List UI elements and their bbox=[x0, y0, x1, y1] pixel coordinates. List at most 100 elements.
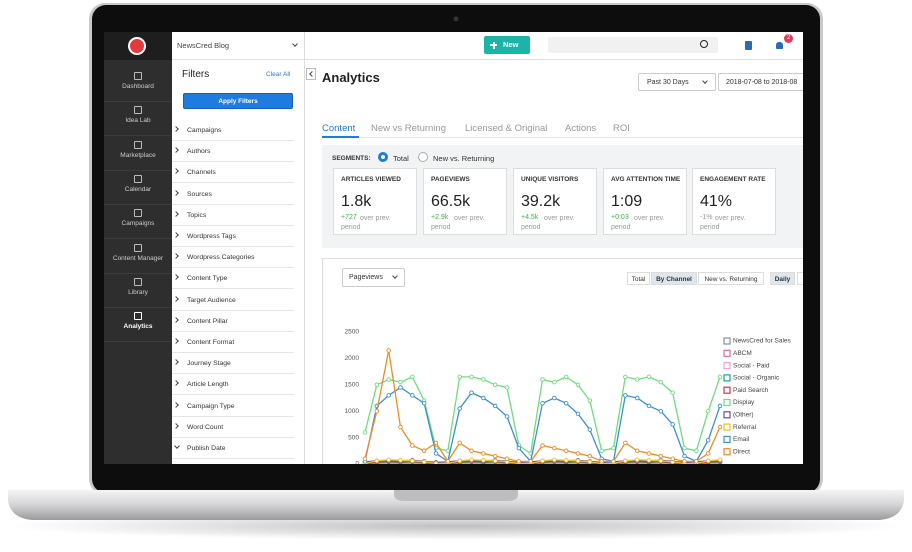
y-tick-label: 2500 bbox=[345, 329, 360, 336]
nav-item[interactable]: Analytics bbox=[104, 308, 172, 343]
nav-label: Library bbox=[128, 288, 148, 296]
filter-item[interactable]: Wordpress Categories bbox=[172, 247, 294, 269]
nav-item[interactable]: Idea Lab bbox=[104, 102, 172, 137]
metric-label: ARTICLES VIEWED bbox=[341, 176, 401, 183]
point bbox=[457, 440, 462, 446]
point bbox=[705, 458, 711, 464]
tab[interactable]: ROI bbox=[613, 123, 630, 134]
radio[interactable] bbox=[418, 152, 428, 162]
tab[interactable]: Licensed & Original bbox=[465, 123, 548, 134]
metric-card: ENGAGEMENT RATE 41% -1% over prev. period bbox=[692, 168, 776, 235]
legend-label: Direct bbox=[733, 448, 750, 455]
point bbox=[457, 374, 462, 380]
legend-swatch bbox=[723, 423, 731, 431]
point bbox=[646, 374, 652, 380]
filter-item[interactable]: Topics bbox=[172, 205, 294, 226]
tab[interactable]: Actions bbox=[565, 123, 597, 134]
new-button[interactable]: New bbox=[484, 36, 530, 54]
apply-button[interactable]: Apply Filters bbox=[183, 93, 293, 109]
tab[interactable]: Content bbox=[322, 123, 356, 134]
point bbox=[469, 457, 474, 463]
filter-item[interactable]: Campaign Type bbox=[172, 396, 294, 417]
nav-icon bbox=[134, 209, 142, 218]
point bbox=[362, 430, 368, 435]
nav-label: Idea Lab bbox=[125, 117, 151, 125]
filter-item[interactable]: Content Type bbox=[172, 268, 294, 290]
legend-label: Paid Search bbox=[733, 387, 769, 394]
new-label: New bbox=[503, 40, 519, 49]
y-tick-label: 1000 bbox=[345, 408, 360, 415]
point bbox=[481, 377, 486, 382]
nav-item[interactable]: Dashboard bbox=[104, 68, 172, 102]
nav-item[interactable]: Marketplace bbox=[104, 137, 172, 171]
filter-item[interactable]: Channels bbox=[172, 162, 294, 184]
collapse[interactable] bbox=[306, 68, 316, 80]
range-select[interactable]: Past 30 Days bbox=[638, 73, 716, 91]
bell-icon[interactable] bbox=[776, 42, 783, 49]
book-icon[interactable] bbox=[745, 41, 752, 50]
metric-note: over prev. period bbox=[611, 215, 665, 231]
view-toggle[interactable]: Total bbox=[627, 272, 650, 285]
point bbox=[575, 382, 581, 388]
filter-item[interactable]: Sources bbox=[172, 184, 294, 205]
nav-icon bbox=[134, 140, 142, 149]
filter-item[interactable]: Publish Date bbox=[172, 438, 294, 459]
point bbox=[421, 459, 427, 464]
chevron bbox=[173, 253, 179, 260]
nav-item[interactable]: Calendar bbox=[104, 171, 172, 205]
view-toggle[interactable]: New vs. Returning bbox=[698, 272, 764, 285]
point bbox=[670, 422, 675, 427]
point bbox=[634, 395, 640, 401]
point bbox=[658, 453, 664, 459]
nav-item[interactable]: Content Manager bbox=[104, 240, 172, 274]
point bbox=[481, 395, 486, 401]
camera bbox=[453, 16, 459, 22]
chevron bbox=[173, 422, 179, 429]
date-label: 2018-07-08 to 2018-08 bbox=[726, 79, 798, 86]
clear-all[interactable]: Clear All bbox=[266, 71, 291, 78]
legend-swatch bbox=[723, 349, 731, 357]
metric-select[interactable]: Pageviews bbox=[342, 268, 405, 287]
view-label: By Channel bbox=[656, 276, 692, 283]
filter-item[interactable]: Target Audience bbox=[172, 290, 294, 311]
legend-swatch bbox=[723, 398, 731, 407]
chevron bbox=[173, 232, 179, 238]
nav-icon bbox=[134, 277, 142, 286]
tab[interactable]: New vs Returning bbox=[371, 123, 446, 134]
filter-item[interactable]: Article Length bbox=[172, 374, 294, 396]
filter-item[interactable]: Word Count bbox=[172, 417, 294, 438]
point bbox=[469, 390, 474, 395]
point bbox=[634, 448, 640, 454]
chevron bbox=[173, 147, 179, 154]
filter-item[interactable]: Content Pillar bbox=[172, 311, 294, 332]
metric-label: AVG ATTENTION TIME bbox=[611, 176, 681, 183]
metric-value: 39.2k bbox=[521, 193, 561, 210]
point bbox=[398, 385, 403, 390]
segment-option: New vs. Returning bbox=[433, 154, 495, 163]
legend-label: Display bbox=[733, 399, 755, 406]
point bbox=[410, 393, 415, 398]
interval-toggle[interactable]: Daily bbox=[770, 272, 795, 285]
search-box[interactable] bbox=[548, 37, 718, 53]
interval-toggle[interactable]: W bbox=[797, 272, 803, 285]
workspace[interactable]: NewsCred Blog bbox=[177, 41, 230, 50]
chevron bbox=[173, 401, 179, 408]
filter-item[interactable]: Content Format bbox=[172, 332, 294, 353]
nav-item[interactable]: Campaigns bbox=[104, 205, 172, 240]
point bbox=[563, 458, 569, 463]
tabs-line bbox=[322, 137, 803, 138]
point bbox=[504, 456, 510, 461]
filter-item[interactable]: Journey Stage bbox=[172, 353, 294, 375]
point bbox=[492, 458, 498, 464]
nav-item[interactable]: Library bbox=[104, 274, 172, 308]
date-box[interactable]: 2018-07-08 to 2018-08 bbox=[718, 73, 803, 91]
point bbox=[563, 401, 569, 406]
point bbox=[386, 393, 391, 398]
filter-item[interactable]: Campaigns bbox=[172, 120, 294, 141]
view-toggle[interactable]: By Channel bbox=[651, 272, 697, 285]
filter-item[interactable]: Wordpress Tags bbox=[172, 226, 294, 247]
filter-item[interactable]: Authors bbox=[172, 141, 294, 163]
radio[interactable] bbox=[378, 152, 388, 162]
y-tick-label: 0 bbox=[355, 461, 359, 464]
point bbox=[552, 379, 557, 385]
